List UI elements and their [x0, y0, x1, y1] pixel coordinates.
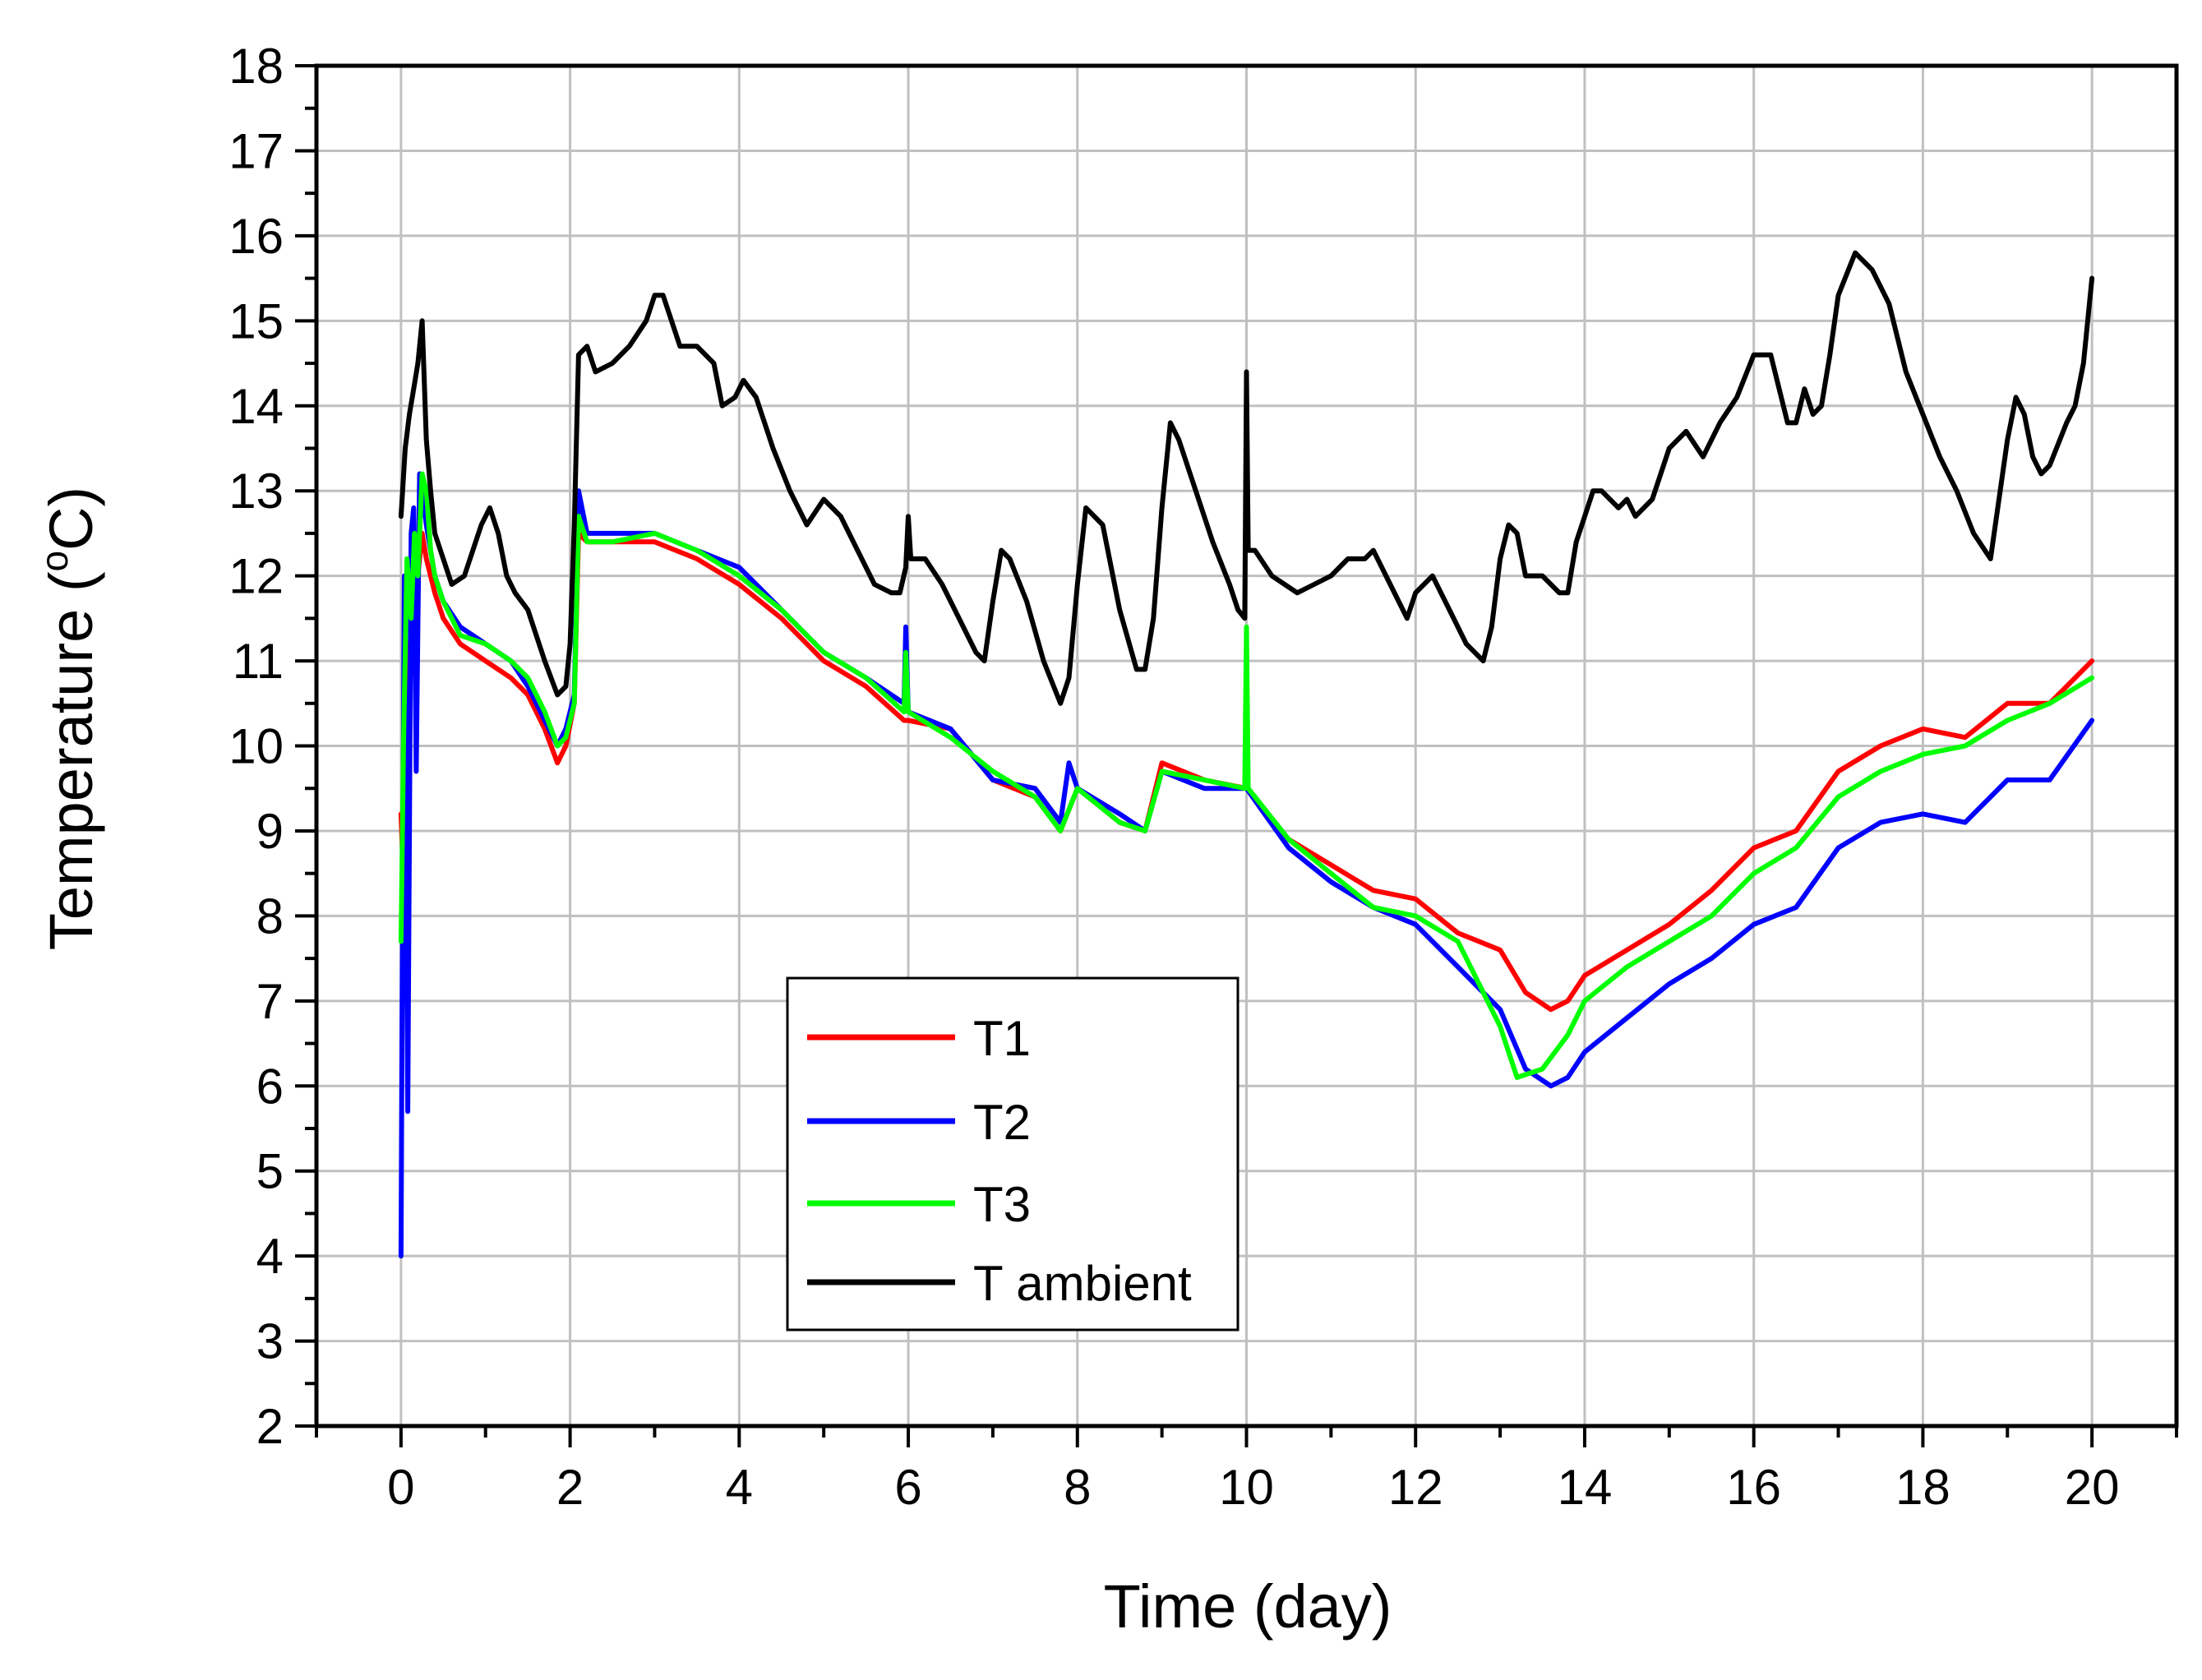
x-tick-label: 4 [726, 1460, 753, 1515]
y-axis-title: Temperature (oC) [33, 487, 105, 950]
legend: T1 T2 T3 T ambient [786, 976, 1239, 1332]
y-tick-label: 14 [229, 379, 284, 434]
y-tick-label: 17 [229, 123, 284, 178]
series-layer [398, 250, 2095, 1259]
x-tick-label: 14 [1558, 1460, 1613, 1515]
y-tick-label: 10 [229, 719, 284, 774]
x-tick-label: 12 [1388, 1460, 1443, 1515]
tick-label-layer: 0 2 4 6 8 10 12 14 16 18 20 2 3 4 5 6 7 8 9 10 11 12 13 14 15 16 1… [229, 39, 2119, 1515]
legend-label-t-ambient: T ambient [973, 1256, 1192, 1311]
series-line-t1 [398, 530, 2095, 1013]
x-tick-label: 10 [1219, 1460, 1274, 1515]
x-tick-label: 18 [1895, 1460, 1950, 1515]
y-axis-title-degree: o [33, 551, 76, 572]
y-tick-label: 8 [256, 888, 284, 944]
y-tick-label: 2 [256, 1399, 284, 1454]
series-line-t3 [398, 471, 2095, 1080]
legend-label-t1: T1 [973, 1011, 1031, 1066]
y-tick-label: 16 [229, 209, 284, 264]
y-tick-label: 15 [229, 293, 284, 348]
y-tick-label: 9 [256, 804, 284, 859]
y-tick-label: 18 [229, 39, 284, 94]
y-tick-label: 6 [256, 1059, 284, 1114]
y-tick-label: 11 [233, 634, 284, 689]
y-axis-title-unit: C) [37, 487, 105, 551]
y-tick-label: 13 [229, 464, 284, 519]
y-tick-label: 12 [229, 549, 284, 604]
series-line-t-ambient [398, 250, 2095, 706]
x-tick-label: 6 [894, 1460, 921, 1515]
x-tick-label: 2 [556, 1460, 584, 1515]
y-tick-label: 3 [256, 1314, 284, 1369]
y-tick-label: 7 [256, 974, 284, 1029]
x-axis-title: Time (day) [1104, 1572, 1392, 1641]
y-axis-title-main: Temperature ( [37, 571, 105, 950]
x-tick-label: 20 [2065, 1460, 2120, 1515]
x-tick-label: 16 [1726, 1460, 1781, 1515]
tick-layer [295, 64, 2178, 1447]
legend-label-t3: T3 [973, 1177, 1031, 1232]
y-tick-label: 5 [256, 1144, 284, 1199]
x-tick-label: 8 [1064, 1460, 1091, 1515]
legend-label-t2: T2 [973, 1095, 1031, 1150]
x-tick-label: 0 [387, 1460, 414, 1515]
y-tick-label: 4 [256, 1229, 284, 1284]
